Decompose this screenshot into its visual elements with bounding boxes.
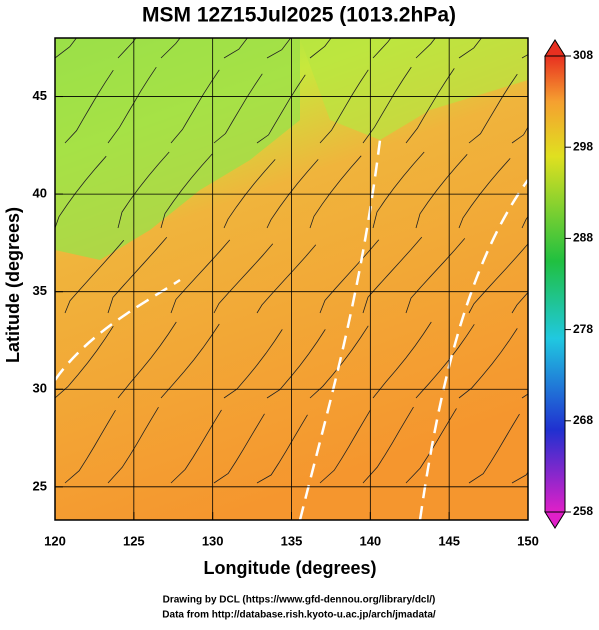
y-tick-label: 25: [33, 478, 47, 493]
streamline: [223, 159, 276, 229]
streamline: [511, 126, 528, 144]
streamline: [521, 215, 528, 229]
isoline: [55, 278, 181, 381]
colorbar-tick-label: 298: [573, 139, 593, 153]
colorbar-tick-label: 268: [573, 413, 593, 427]
x-tick-label: 125: [123, 533, 145, 548]
streamline: [256, 74, 306, 144]
streamline: [405, 68, 455, 144]
streamline: [511, 291, 528, 314]
streamline: [468, 413, 520, 484]
streamlines: [55, 38, 528, 520]
axes: 120 125 130 135 140 145 150 25 30 35 40 45: [33, 88, 539, 548]
grid: [55, 38, 528, 520]
streamline: [170, 239, 231, 314]
x-tick-label: 135: [281, 533, 303, 548]
streamline: [372, 321, 432, 399]
colorbar-tick-label: 288: [573, 231, 593, 245]
credit-line: Drawing by DCL (https://www.gfd-dennou.o…: [163, 595, 436, 606]
streamline: [309, 155, 362, 229]
colorbar-tick-label: 278: [573, 322, 593, 336]
y-tick-label: 45: [33, 88, 47, 103]
colorbar-top-triangle: [544, 39, 566, 57]
streamline: [266, 38, 292, 59]
streamline: [319, 239, 380, 314]
streamline: [213, 73, 263, 144]
colorbar-bottom-triangle: [544, 511, 566, 529]
streamline: [213, 413, 265, 484]
isoline: [418, 179, 528, 520]
streamline: [107, 236, 168, 314]
streamline: [55, 325, 114, 399]
sea-cool-region: [300, 38, 528, 140]
streamline: [170, 69, 220, 144]
streamline: [458, 38, 482, 59]
streamline: [468, 243, 528, 314]
streamline: [511, 471, 528, 484]
y-axis-label: Latitude (degrees): [3, 207, 23, 363]
streamline: [415, 154, 468, 229]
streamline: [64, 69, 114, 144]
streamline: [319, 69, 369, 144]
x-tick-label: 120: [44, 533, 66, 548]
streamline: [160, 323, 220, 399]
streamline: [55, 38, 77, 59]
streamline: [266, 159, 319, 229]
streamline: [372, 38, 392, 59]
y-tick-label: 40: [33, 186, 47, 201]
streamline: [223, 38, 248, 59]
x-tick-label: 140: [359, 533, 381, 548]
chart-title: MSM 12Z15Jul2025 (1013.2hPa): [142, 4, 456, 27]
streamline: [55, 155, 107, 229]
streamline: [117, 321, 177, 399]
plot-area: [55, 38, 528, 520]
streamline: [468, 73, 518, 144]
streamline: [362, 236, 423, 314]
streamline: [415, 38, 436, 59]
x-tick-label: 130: [202, 533, 224, 548]
streamline: [64, 239, 125, 314]
y-tick-label: 30: [33, 381, 47, 396]
streamline: [256, 244, 317, 314]
streamline: [160, 38, 181, 59]
streamline: [213, 243, 274, 314]
land-cool-region: [55, 38, 300, 260]
streamline: [266, 329, 326, 399]
colorbar-axis: 258 268 278 288 298 308: [565, 48, 593, 518]
streamline: [107, 406, 159, 484]
streamline: [362, 406, 414, 484]
streamline: [309, 325, 369, 399]
colorbar-tick-label: 308: [573, 48, 593, 62]
streamline: [256, 414, 308, 484]
colorbar-tick-label: 258: [573, 504, 593, 518]
y-tick-label: 35: [33, 283, 47, 298]
streamline: [117, 38, 137, 59]
x-axis-label: Longitude (degrees): [203, 558, 376, 578]
x-tick-label: 150: [517, 533, 539, 548]
streamline: [372, 151, 425, 229]
isoline: [298, 139, 382, 520]
colorbar: [544, 55, 566, 513]
streamline: [309, 38, 332, 59]
x-tick-label: 145: [438, 533, 460, 548]
streamline: [117, 151, 170, 229]
streamline: [160, 153, 213, 229]
streamline: [64, 409, 116, 484]
credit-line: Data from http://database.rish.kyoto-u.a…: [162, 610, 436, 621]
streamline: [458, 328, 518, 399]
streamline: [405, 238, 466, 314]
streamline: [319, 409, 371, 484]
streamline: [362, 66, 412, 144]
streamline: [170, 409, 222, 484]
